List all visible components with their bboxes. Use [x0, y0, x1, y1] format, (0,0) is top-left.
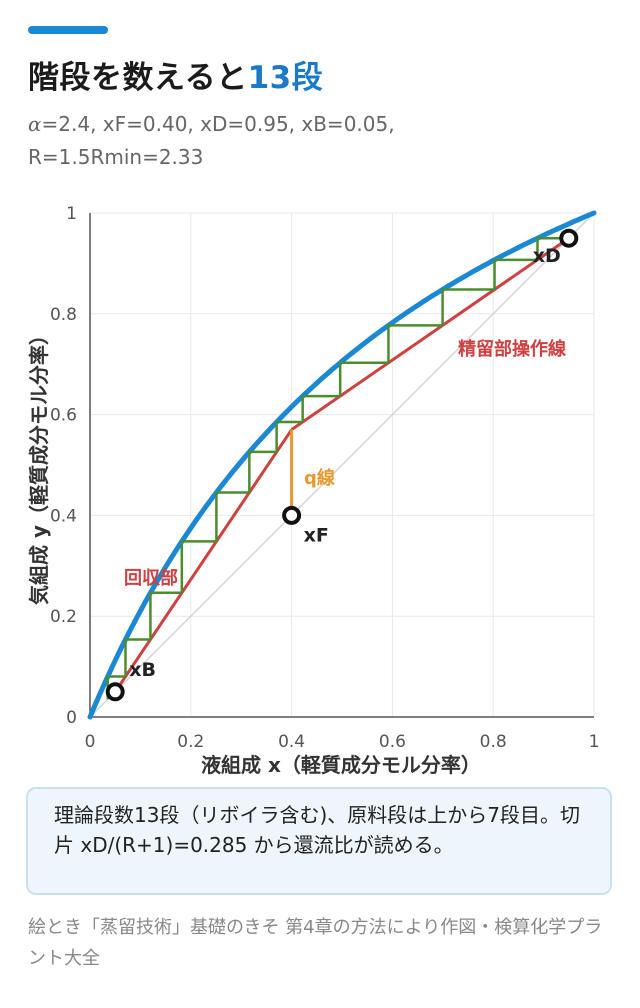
x-tick-label: 0: [85, 732, 96, 752]
x-tick-label: 1: [589, 732, 600, 752]
y-tick-label: 0.6: [50, 406, 77, 426]
grid: [90, 212, 595, 717]
source-note: 絵とき「蒸留技術」基礎のきそ 第4章の方法により作図・検算化学プラント大全: [28, 917, 603, 969]
rectifying-operating-line: [290, 236, 570, 431]
note-text: 理論段数13段（リボイラ含む)、原料段は上から7段目。切片 xD/(R+1)=0…: [54, 803, 580, 857]
point-label-xd: xD: [533, 245, 561, 267]
params-line2: R=1.5Rmin=2.33: [28, 145, 204, 169]
y-axis-label: 気組成 y（軽質成分モル分率）: [27, 325, 51, 605]
accent-bar: [28, 26, 108, 34]
point-label-xb: xB: [129, 659, 156, 681]
stripping-operating-line: [113, 428, 293, 693]
point-marker-xf: [282, 505, 302, 525]
alpha-symbol: α: [28, 112, 42, 136]
y-tick-label: 0: [66, 708, 77, 728]
tick-labels: 0 0.2 0.4 0.6 0.8 1 0 0.2 0.4 0.6 0.8 1: [50, 204, 599, 752]
title-main: 階段を数えると: [28, 60, 248, 96]
y-tick-label: 0.2: [50, 607, 77, 627]
x-tick-label: 0.8: [480, 732, 507, 752]
y-tick-label: 0.8: [50, 305, 77, 325]
chart-lines: [87, 210, 597, 720]
parameters: α=2.4, xF=0.40, xD=0.95, xB=0.05, R=1.5Rm…: [28, 108, 618, 174]
title-highlight: 13段: [247, 60, 324, 96]
y-tick-label: 0.4: [50, 506, 77, 526]
rectifying-line-label: 精留部操作線: [458, 338, 566, 360]
x-tick-label: 0.6: [379, 732, 406, 752]
point-label-xf: xF: [304, 524, 329, 546]
mccabe-thiele-chart: 0 0.2 0.4 0.6 0.8 1 0 0.2 0.4 0.6 0.8 1 xD xF xB 精留部操作…: [27, 204, 599, 777]
point-markers: [105, 228, 579, 702]
y-tick-label: 1: [66, 204, 77, 224]
axes: [89, 213, 594, 718]
params-line1: =2.4, xF=0.40, xD=0.95, xB=0.05,: [41, 112, 395, 136]
page-title: 階段を数えると13段: [28, 52, 323, 97]
equilibrium-curve: [87, 210, 597, 720]
stripping-line-label: 回収部: [124, 567, 178, 589]
note-box: 理論段数13段（リボイラ含む)、原料段は上から7段目。切片 xD/(R+1)=0…: [26, 787, 612, 895]
x-tick-label: 0.2: [177, 732, 204, 752]
x-axis-label: 液組成 x（軽質成分モル分率）: [201, 753, 481, 777]
q-line-label: q線: [304, 467, 335, 489]
diagonal-line: [89, 212, 595, 718]
point-marker-xb: [105, 682, 125, 702]
x-tick-label: 0.4: [278, 732, 305, 752]
point-marker-xd: [559, 228, 579, 248]
